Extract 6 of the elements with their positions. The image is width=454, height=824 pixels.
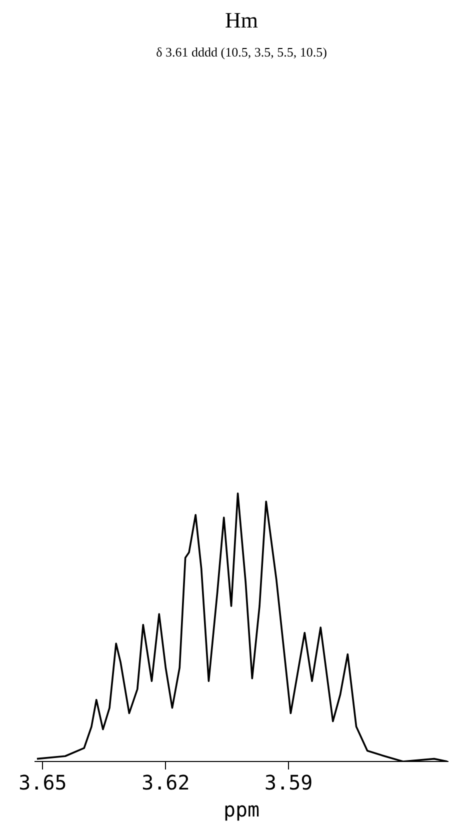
chart-subtitle: δ 3.61 dddd (10.5, 3.5, 5.5, 10.5): [156, 44, 327, 60]
x-tick-label: 3.59: [264, 770, 313, 794]
x-axis-title: ppm: [223, 798, 260, 822]
x-tick-label: 3.65: [18, 770, 67, 794]
x-tick-label: 3.62: [142, 770, 190, 794]
chart-title: Hm: [225, 8, 258, 32]
